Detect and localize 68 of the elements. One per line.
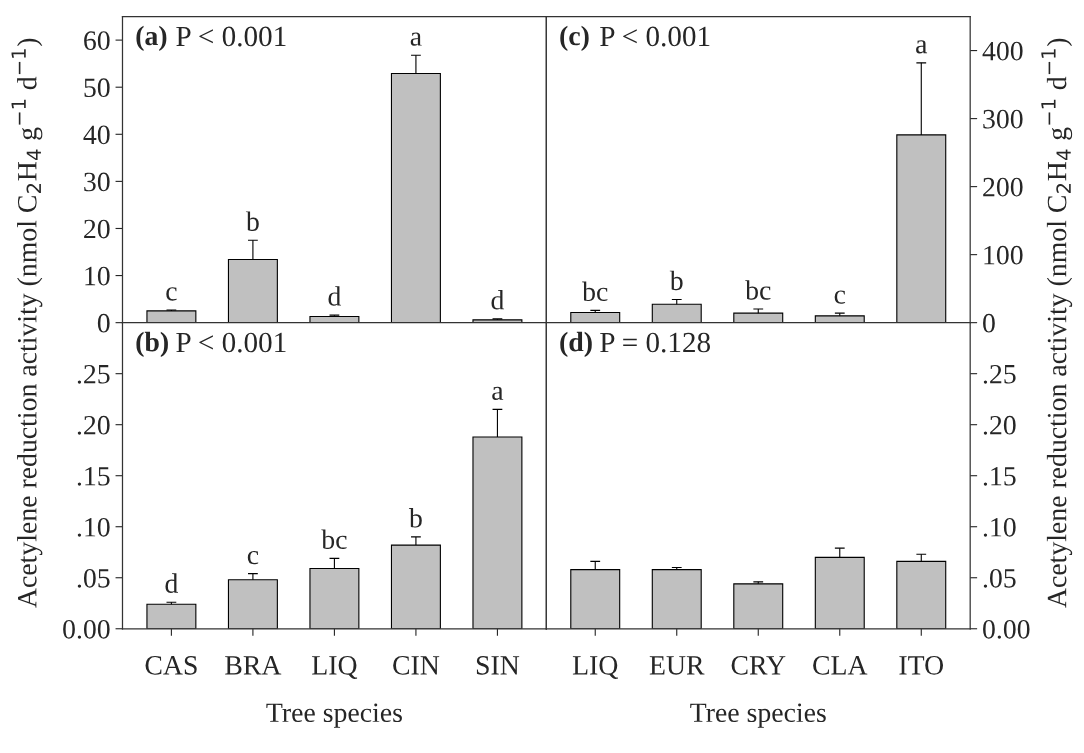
y-tick-label: 0.00 [983,619,1030,639]
x-tick-label: ITO [899,656,944,675]
text: Acetylene reduction activity (nmol C$_{2}$H$_{4}$ g$^{−1}$ d$^{−1}$) [11,38,43,608]
y-tick-label: .10 [983,517,1016,537]
y-tick-label: 60 [84,31,110,51]
bar [651,303,702,323]
y-tick-label: 0 [97,313,110,333]
y-tick-label: 400 [982,41,1023,61]
data-label: d [165,573,178,593]
data-label: b [245,211,259,231]
y-tick-label: .05 [77,568,110,588]
x-tick-label: EUR [649,656,705,675]
data-label: b [408,508,422,528]
y-tick-label: .20 [983,415,1016,435]
data-label: c [166,287,177,301]
x-tick-label: CLA [813,656,868,675]
y-tick-label: .25 [983,364,1016,384]
x-axis-title: Tree species [690,703,826,728]
x-tick-label: LIQ [572,656,618,679]
y-tick-label: 50 [84,78,110,98]
y-tick-label: 200 [983,177,1023,197]
y-tick-label: 20 [84,219,110,239]
y-tick-label: .05 [983,568,1016,588]
y-tick-label: 30 [84,172,110,192]
data-label: c [247,550,259,565]
x-axis-title: Tree species [266,703,402,728]
y-tick-label: .15 [77,467,110,486]
annotation: (b) [136,331,168,358]
y-tick-label: .10 [77,517,110,537]
data-label: b [669,270,683,291]
x-tick-label: CRY [731,656,786,675]
bar [733,312,784,323]
y-tick-label: 0 [983,313,995,333]
y-tick-label: .20 [77,415,110,435]
y-tick-label: .15 [983,467,1016,486]
y-tick-label: 300 [983,109,1023,129]
annotation: P = 0.128 [600,332,710,353]
x-tick-label: LIQ [312,656,358,679]
data-label: bc [321,529,347,550]
x-tick-label: BRA [225,656,282,675]
bar [570,311,621,323]
x-tick-label: CIN [393,656,440,675]
data-label: c [834,290,846,304]
annotation: P < 0.001 [600,26,710,47]
y-tick-label: 10 [85,266,110,286]
y-tick-label: 0.00 [63,619,110,639]
text: Acetylene reduction activity (nmol C$_{2}$H$_{4}$ g$^{−1}$ d$^{−1}$) [1041,38,1073,608]
x-tick-label: SIN [476,656,520,675]
data-label: a [492,386,504,401]
annotation: P < 0.001 [176,332,286,353]
data-label: a [916,40,928,54]
annotation: (d) [560,331,592,358]
data-label: bc [745,280,771,300]
y-tick-label: 40 [83,125,110,145]
bar [146,310,197,323]
bar [309,315,360,323]
x-tick-label: CAS [145,656,197,675]
data-label: d [491,290,505,310]
data-label: a [410,32,422,46]
annotation: (c) [560,25,589,51]
bar [146,603,197,629]
annotation: (a) [136,25,167,51]
data-label: bc [582,281,608,302]
data-label: d [328,286,342,306]
y-tick-label: 100 [984,245,1023,265]
annotation: P < 0.001 [176,26,286,47]
y-tick-label: .25 [77,364,110,384]
bar [814,315,865,323]
